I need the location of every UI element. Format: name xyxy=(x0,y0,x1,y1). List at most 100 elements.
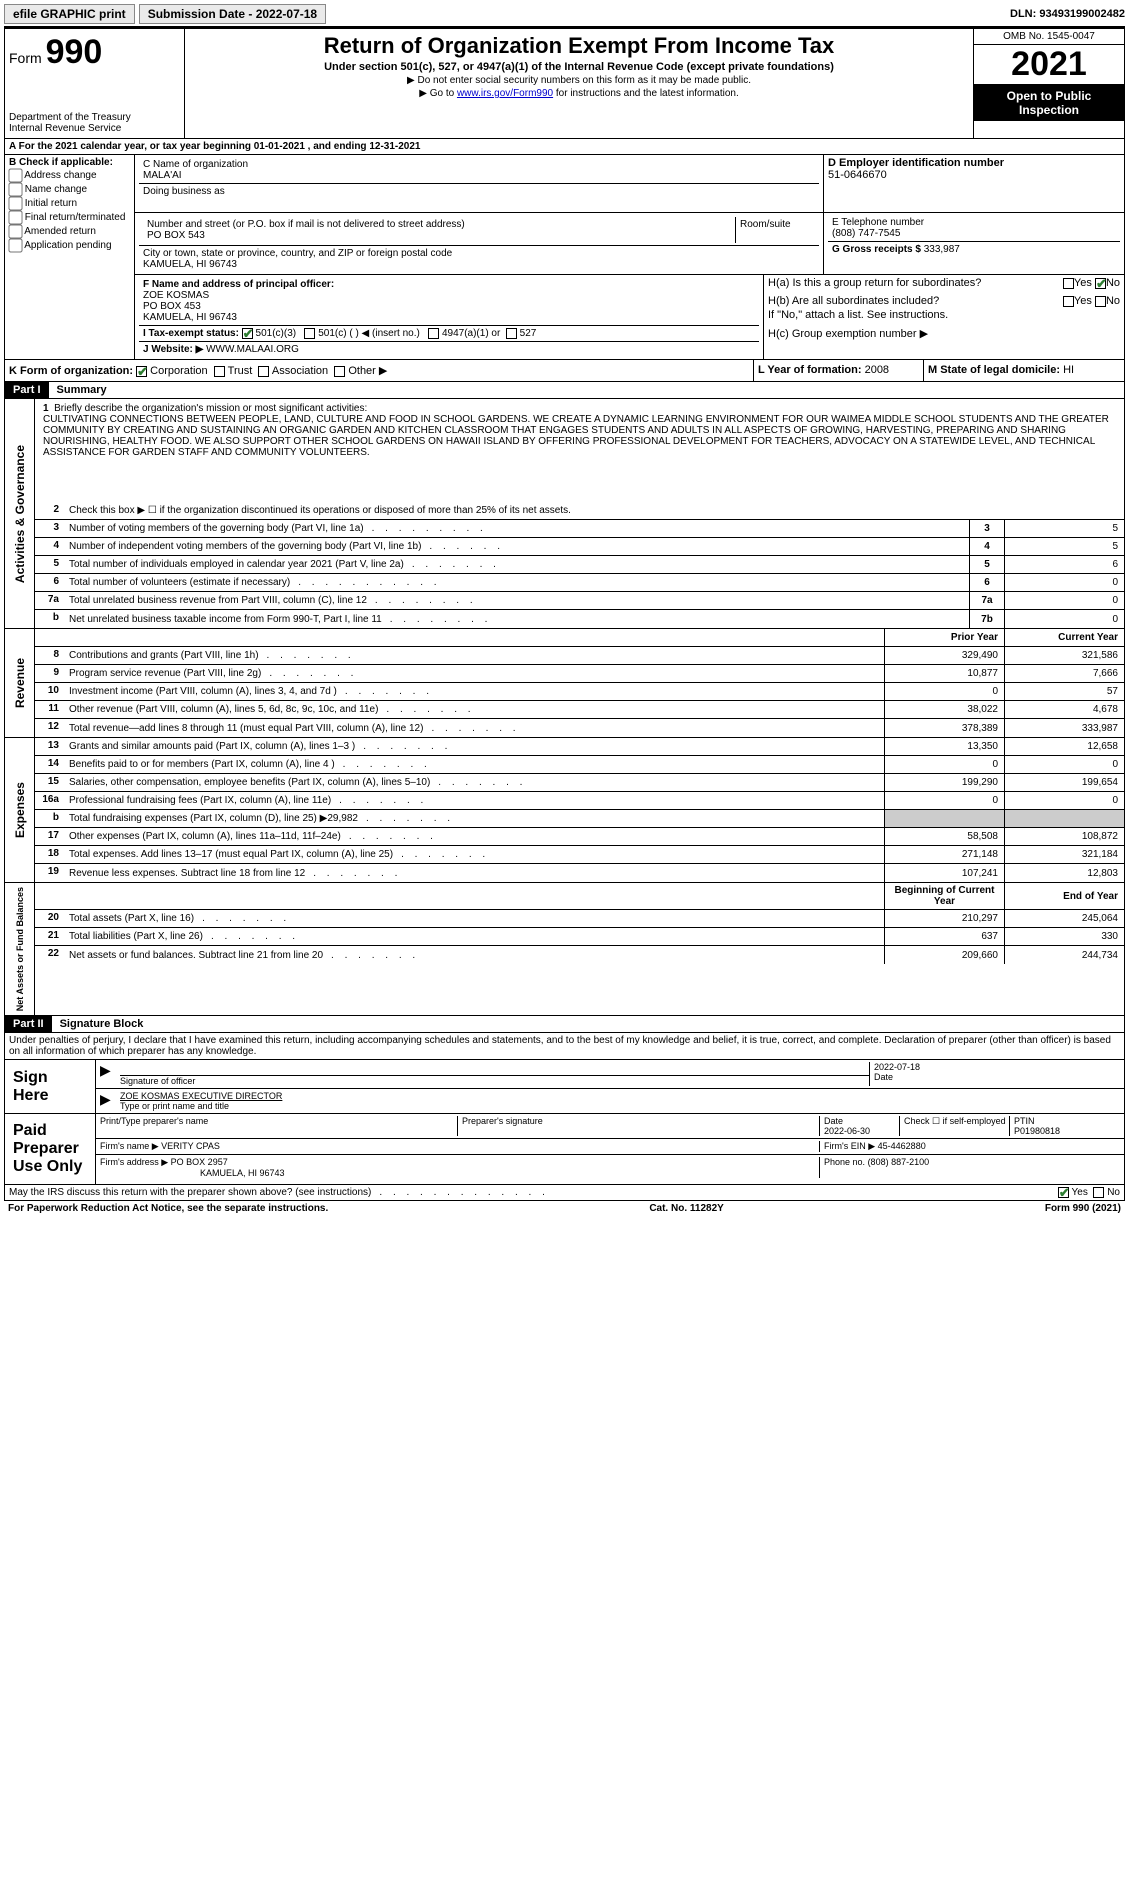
table-row: 20Total assets (Part X, line 16). . . . … xyxy=(35,910,1124,928)
footer-right: Form 990 (2021) xyxy=(1045,1203,1121,1214)
check-other[interactable] xyxy=(334,366,345,377)
ein-value: 51-0646670 xyxy=(828,169,1120,181)
prior-year-val: 378,389 xyxy=(884,719,1004,737)
mission-label: Briefly describe the organization's miss… xyxy=(54,403,367,414)
line-desc: Investment income (Part VIII, column (A)… xyxy=(69,686,337,697)
hb-yes[interactable] xyxy=(1063,296,1074,307)
row-j-label: J Website: ▶ xyxy=(143,344,203,355)
part-i-title: Summary xyxy=(49,382,115,398)
ha-no[interactable] xyxy=(1095,278,1106,289)
sig-date-label: Date xyxy=(874,1072,893,1082)
entity-info-block: B Check if applicable: Address change Na… xyxy=(4,155,1125,360)
phone-value: (808) 747-7545 xyxy=(832,228,900,239)
check-final-return[interactable]: Final return/terminated xyxy=(9,211,130,224)
line-desc: Benefits paid to or for members (Part IX… xyxy=(69,759,335,770)
table-row: 13Grants and similar amounts paid (Part … xyxy=(35,738,1124,756)
check-501c[interactable] xyxy=(304,328,315,339)
check-assoc[interactable] xyxy=(258,366,269,377)
line-desc: Grants and similar amounts paid (Part IX… xyxy=(69,741,355,752)
firm-phone-label: Phone no. xyxy=(824,1157,865,1167)
firm-addr: PO BOX 2957 xyxy=(171,1157,228,1167)
city-value: KAMUELA, HI 96743 xyxy=(143,259,237,270)
firm-phone: (808) 887-2100 xyxy=(868,1157,930,1167)
line-7a-desc: Total unrelated business revenue from Pa… xyxy=(69,595,367,606)
table-row: 11Other revenue (Part VIII, column (A), … xyxy=(35,701,1124,719)
check-address-change[interactable]: Address change xyxy=(9,169,130,182)
revenue-label: Revenue xyxy=(11,654,29,712)
governance-label: Activities & Governance xyxy=(11,441,29,587)
line-4-val: 5 xyxy=(1004,538,1124,555)
dept-label: Department of the Treasury xyxy=(9,112,180,123)
check-501c3[interactable] xyxy=(242,328,253,339)
row-a-tax-year: A For the 2021 calendar year, or tax yea… xyxy=(4,139,1125,155)
check-application-pending[interactable]: Application pending xyxy=(9,239,130,252)
hb-no[interactable] xyxy=(1095,296,1106,307)
discuss-no[interactable] xyxy=(1093,1187,1104,1198)
prior-year-val xyxy=(884,810,1004,827)
discuss-yes[interactable] xyxy=(1058,1187,1069,1198)
firm-addr-label: Firm's address ▶ xyxy=(100,1157,168,1167)
officer-addr2: KAMUELA, HI 96743 xyxy=(143,312,237,323)
h-c: H(c) Group exemption number ▶ xyxy=(768,327,1120,340)
part-ii-title: Signature Block xyxy=(52,1016,152,1032)
org-name-label: C Name of organization xyxy=(143,159,248,170)
top-bar: efile GRAPHIC print Submission Date - 20… xyxy=(4,4,1125,28)
check-amended-return[interactable]: Amended return xyxy=(9,225,130,238)
line-desc: Total fundraising expenses (Part IX, col… xyxy=(69,813,358,824)
current-year-val: 0 xyxy=(1004,756,1124,773)
check-initial-return[interactable]: Initial return xyxy=(9,197,130,210)
sign-here-block: Sign Here ▶ Signature of officer 2022-07… xyxy=(4,1060,1125,1114)
section-net-assets: Net Assets or Fund Balances Beginning of… xyxy=(4,883,1125,1016)
line-6-desc: Total number of volunteers (estimate if … xyxy=(69,577,290,588)
prior-year-val: 107,241 xyxy=(884,864,1004,882)
current-year-val: 199,654 xyxy=(1004,774,1124,791)
discuss-row: May the IRS discuss this return with the… xyxy=(4,1185,1125,1201)
check-corp[interactable] xyxy=(136,366,147,377)
section-revenue: Revenue Prior YearCurrent Year 8Contribu… xyxy=(4,629,1125,738)
table-row: 16aProfessional fundraising fees (Part I… xyxy=(35,792,1124,810)
check-4947[interactable] xyxy=(428,328,439,339)
footer-mid: Cat. No. 11282Y xyxy=(649,1203,723,1214)
line-5-desc: Total number of individuals employed in … xyxy=(69,559,404,570)
table-row: 21Total liabilities (Part X, line 26). .… xyxy=(35,928,1124,946)
check-trust[interactable] xyxy=(214,366,225,377)
prep-self-employed[interactable]: Check ☐ if self-employed xyxy=(900,1116,1010,1136)
line-desc: Other revenue (Part VIII, column (A), li… xyxy=(69,704,378,715)
row-l-label: L Year of formation: xyxy=(758,364,862,376)
check-name-change[interactable]: Name change xyxy=(9,183,130,196)
dln-label: DLN: 93493199002482 xyxy=(1010,8,1125,20)
ha-yes[interactable] xyxy=(1063,278,1074,289)
prep-date-label: Date xyxy=(824,1116,843,1126)
form-title: Return of Organization Exempt From Incom… xyxy=(189,33,969,59)
line-7b-val: 0 xyxy=(1004,610,1124,628)
prior-year-val: 10,877 xyxy=(884,665,1004,682)
prior-year-val: 0 xyxy=(884,756,1004,773)
sig-name: ZOE KOSMAS EXECUTIVE DIRECTOR xyxy=(120,1091,282,1101)
line-7b-box: 7b xyxy=(969,610,1004,628)
submission-date-button[interactable]: Submission Date - 2022-07-18 xyxy=(139,4,326,24)
table-row: 8Contributions and grants (Part VIII, li… xyxy=(35,647,1124,665)
section-governance: Activities & Governance 1 Briefly descri… xyxy=(4,399,1125,629)
firm-name: VERITY CPAS xyxy=(161,1141,220,1151)
prior-year-val: 209,660 xyxy=(884,946,1004,964)
sig-name-label: Type or print name and title xyxy=(120,1101,229,1111)
part-i-header: Part I xyxy=(5,382,49,398)
firm-ein: 45-4462880 xyxy=(878,1141,926,1151)
gross-receipts-value: 333,987 xyxy=(924,244,960,255)
addr-value: PO BOX 543 xyxy=(147,230,205,241)
line-desc: Total revenue—add lines 8 through 11 (mu… xyxy=(69,723,423,734)
table-row: 17Other expenses (Part IX, column (A), l… xyxy=(35,828,1124,846)
check-527[interactable] xyxy=(506,328,517,339)
prep-name-label: Print/Type preparer's name xyxy=(100,1116,458,1136)
prior-year-val: 271,148 xyxy=(884,846,1004,863)
table-row: 10Investment income (Part VIII, column (… xyxy=(35,683,1124,701)
mission-text: CULTIVATING CONNECTIONS BETWEEN PEOPLE, … xyxy=(43,414,1109,458)
line-desc: Revenue less expenses. Subtract line 18 … xyxy=(69,868,305,879)
irs-link[interactable]: www.irs.gov/Form990 xyxy=(457,88,553,99)
irs-label: Internal Revenue Service xyxy=(9,123,180,134)
form-note-1: ▶ Do not enter social security numbers o… xyxy=(189,75,969,86)
org-name: MALA'AI xyxy=(143,170,182,181)
current-year-val: 321,184 xyxy=(1004,846,1124,863)
efile-print-button[interactable]: efile GRAPHIC print xyxy=(4,4,135,24)
prior-year-val: 38,022 xyxy=(884,701,1004,718)
